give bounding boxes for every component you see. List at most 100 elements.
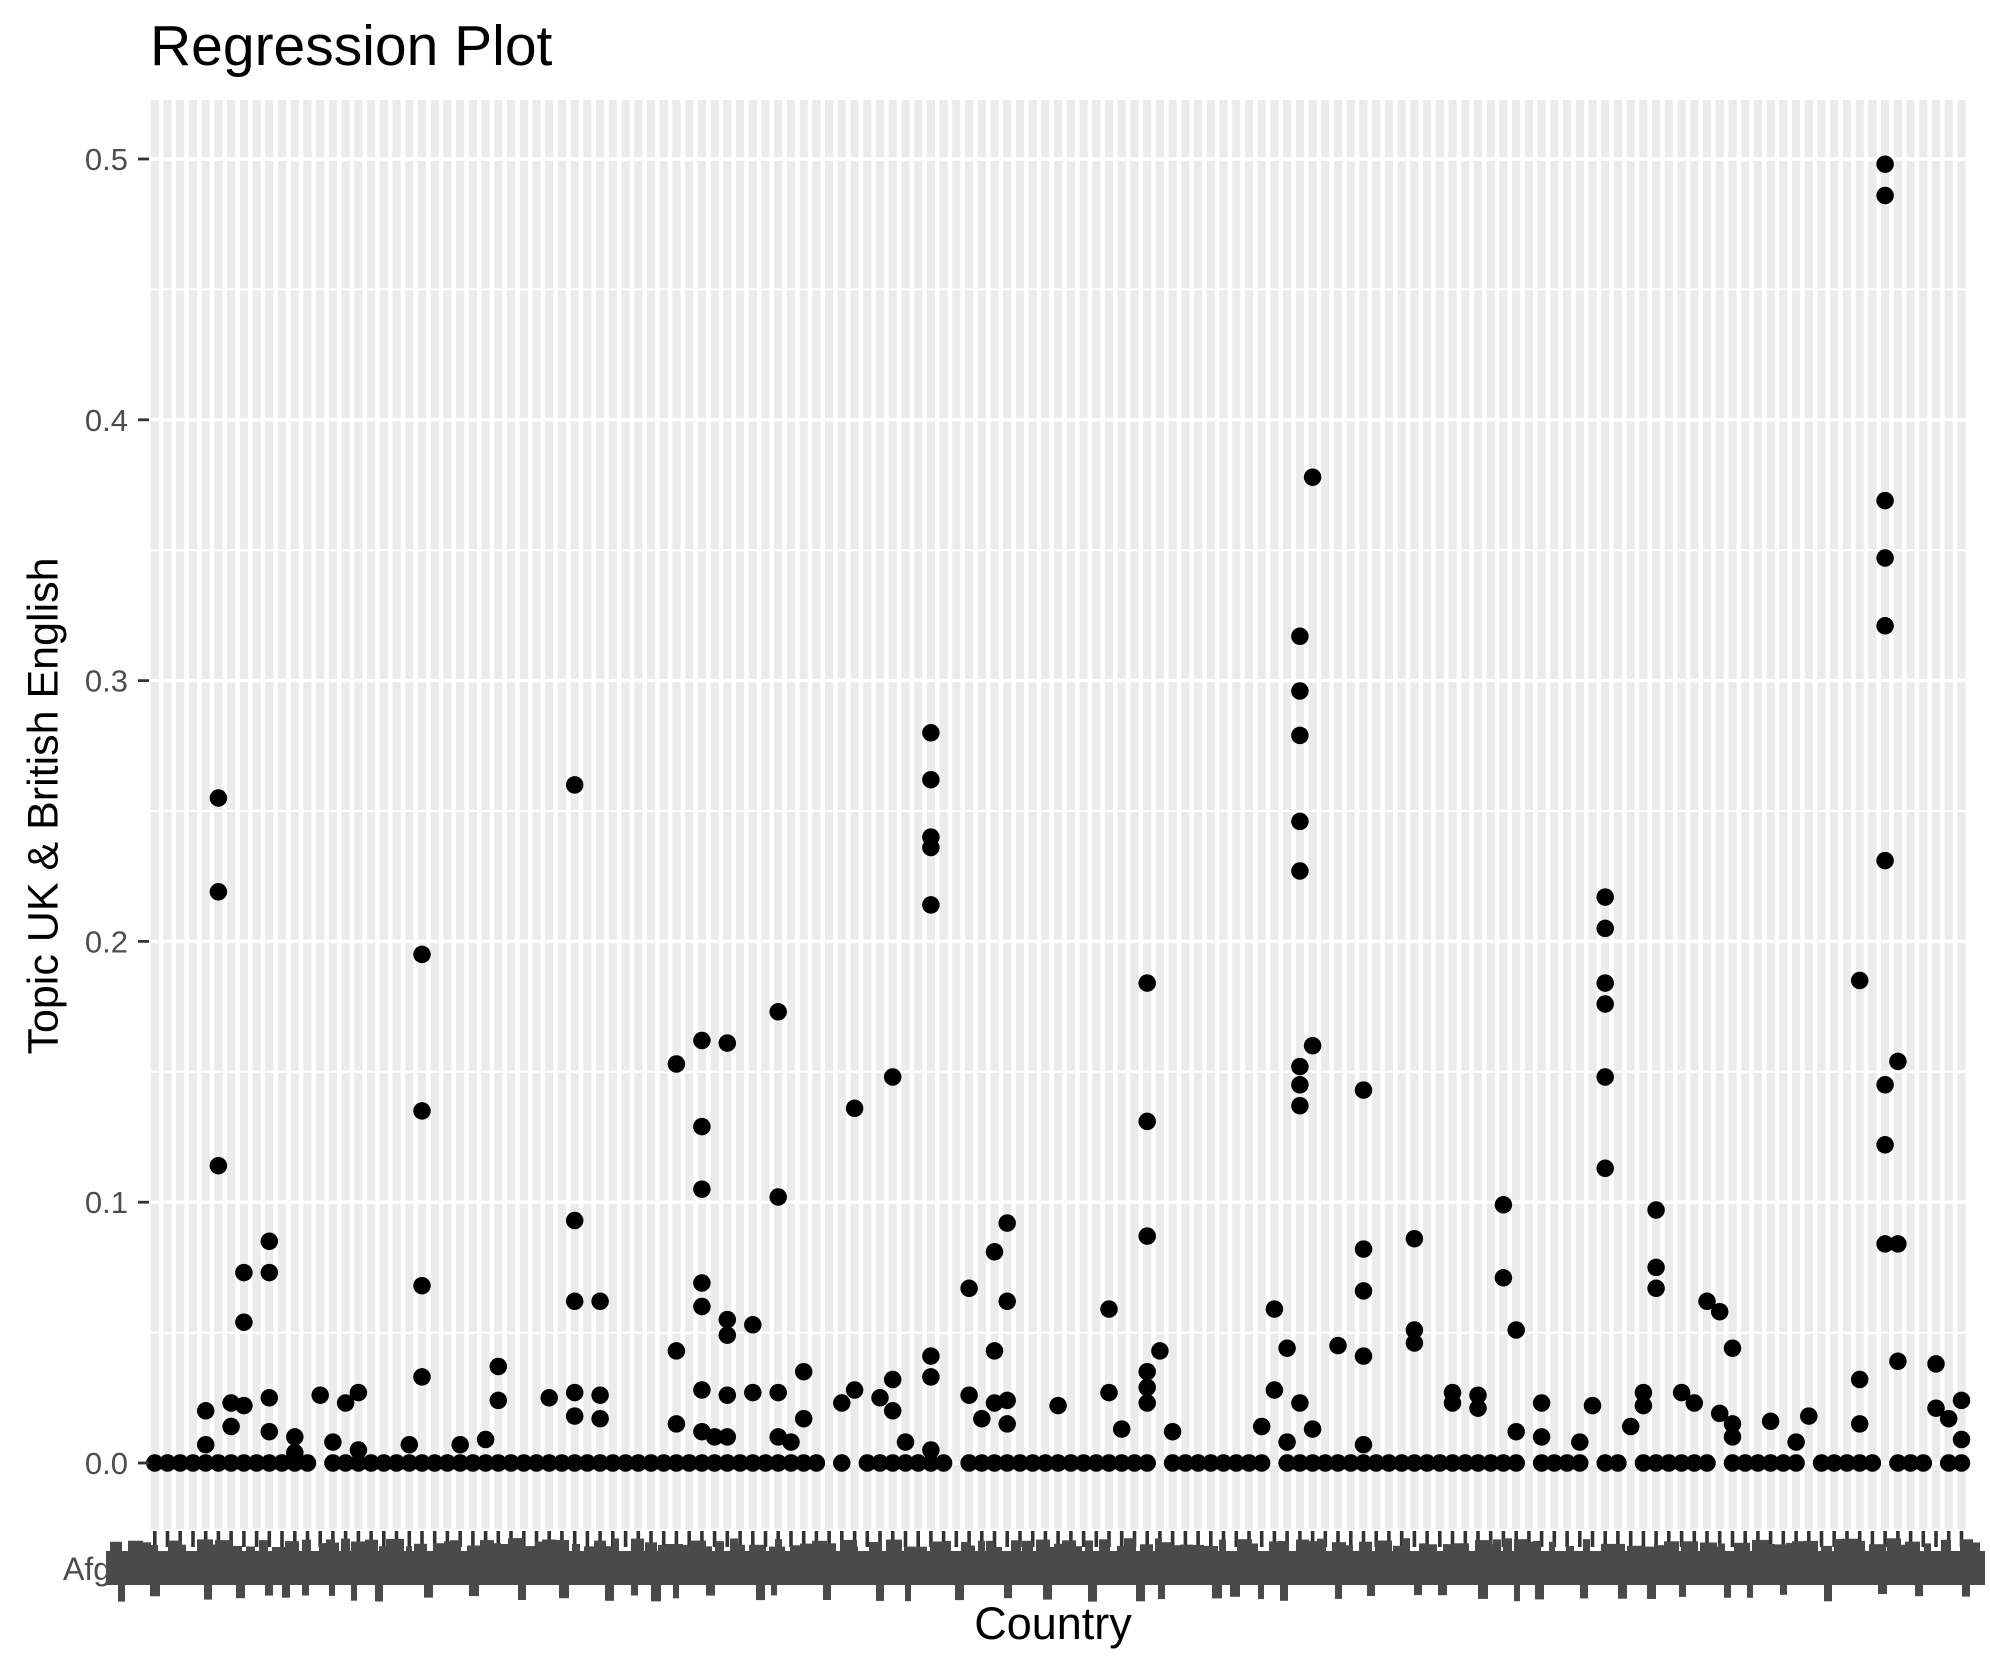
label-smear-fleck (775, 1539, 782, 1552)
data-point (1151, 1342, 1169, 1360)
label-smear-fleck (1155, 1538, 1162, 1552)
data-point (1889, 1235, 1907, 1253)
category-stripe (1003, 100, 1012, 1529)
data-point (744, 1383, 762, 1402)
y-axis-tick-labels: 0.0 0.1 0.2 0.3 0.4 0.5 (85, 142, 128, 1481)
data-point (731, 1454, 749, 1472)
label-smear-descender (1747, 1584, 1753, 1598)
data-point (845, 1381, 864, 1399)
data-point (1634, 1454, 1653, 1472)
data-point (591, 1454, 609, 1472)
data-point (362, 1454, 380, 1472)
data-point (1278, 1433, 1296, 1451)
label-smear-fleck (1484, 1544, 1493, 1552)
category-stripe (723, 100, 732, 1529)
x-axis-label-smear (106, 1538, 1985, 1602)
label-smear-descender (329, 1584, 335, 1596)
label-smear-fleck (1583, 1539, 1590, 1552)
category-stripe (901, 100, 910, 1529)
category-stripe (1906, 100, 1915, 1529)
category-stripe (1715, 100, 1724, 1529)
data-point (1876, 186, 1894, 205)
label-smear-descender (204, 1584, 212, 1600)
data-point (1558, 1454, 1576, 1472)
label-smear-descender (424, 1584, 433, 1598)
data-point (451, 1435, 469, 1454)
label-smear-fleck (1758, 1544, 1775, 1552)
data-point (756, 1454, 775, 1472)
label-smear-fleck (259, 1540, 268, 1552)
data-point (324, 1433, 342, 1451)
category-stripe (1537, 100, 1546, 1529)
data-point (400, 1454, 419, 1472)
label-smear-fleck (945, 1541, 951, 1552)
label-smear-fleck (1251, 1543, 1258, 1552)
data-point (1647, 1279, 1665, 1298)
data-point (286, 1443, 304, 1462)
label-smear-fleck (1162, 1542, 1172, 1552)
data-point (286, 1428, 304, 1446)
category-stripe (367, 100, 376, 1529)
data-point (209, 789, 228, 807)
label-smear-fleck (542, 1539, 556, 1552)
label-smear-fleck (1708, 1546, 1718, 1552)
data-point (883, 1454, 902, 1472)
label-smear-fleck (715, 1541, 724, 1552)
label-smear-fleck (904, 1546, 915, 1552)
category-stripe (443, 100, 452, 1529)
data-point (1889, 1052, 1907, 1071)
label-smear-fleck (826, 1543, 836, 1552)
data-point (1952, 1454, 1971, 1472)
category-stripe (188, 100, 198, 1529)
label-smear-fleck (930, 1541, 946, 1552)
data-point (1621, 1417, 1640, 1436)
label-smear-fleck (498, 1544, 510, 1552)
data-point (922, 770, 940, 789)
data-point (1596, 995, 1614, 1013)
category-stripe (150, 100, 159, 1529)
data-point (1710, 1302, 1729, 1321)
data-point (833, 1454, 851, 1472)
category-stripe (1283, 100, 1292, 1529)
label-smear-descender (282, 1584, 290, 1598)
category-stripes (150, 100, 1966, 1529)
label-smear-fleck (215, 1540, 233, 1552)
data-point (565, 1211, 584, 1230)
data-point (1927, 1355, 1945, 1373)
data-point (1850, 1454, 1869, 1472)
data-point (1303, 1420, 1322, 1438)
data-point (1278, 1454, 1296, 1472)
category-stripe (265, 100, 274, 1529)
category-stripe (1104, 100, 1114, 1529)
data-point (413, 1454, 431, 1472)
data-point (1876, 617, 1894, 635)
label-smear-fleck (379, 1546, 388, 1552)
label-smear-fleck (1972, 1542, 1980, 1552)
data-point (1532, 1394, 1551, 1412)
category-stripe (1015, 100, 1025, 1529)
category-stripe (1155, 100, 1164, 1529)
data-point (515, 1454, 533, 1472)
category-stripe (952, 100, 961, 1529)
data-point (1469, 1454, 1487, 1472)
label-smear-fleck (749, 1544, 764, 1552)
data-point (1214, 1454, 1233, 1472)
data-point (1354, 1454, 1373, 1472)
category-stripe (239, 100, 248, 1529)
category-stripe (1257, 100, 1266, 1529)
data-point (1672, 1383, 1691, 1402)
category-stripe (1766, 100, 1775, 1529)
data-point (985, 1454, 1004, 1472)
data-point (667, 1055, 686, 1073)
data-point (425, 1454, 444, 1472)
data-point (1952, 1430, 1971, 1449)
data-point (909, 1454, 927, 1472)
category-stripe (277, 100, 287, 1529)
data-point (922, 896, 940, 914)
label-smear-fleck (1036, 1539, 1050, 1552)
label-smear-fleck (1566, 1546, 1574, 1552)
data-point (1291, 1057, 1309, 1076)
x-axis-title: Country (974, 1598, 1132, 1649)
y-tick-label: 0.4 (85, 403, 128, 438)
data-point (1876, 851, 1894, 870)
